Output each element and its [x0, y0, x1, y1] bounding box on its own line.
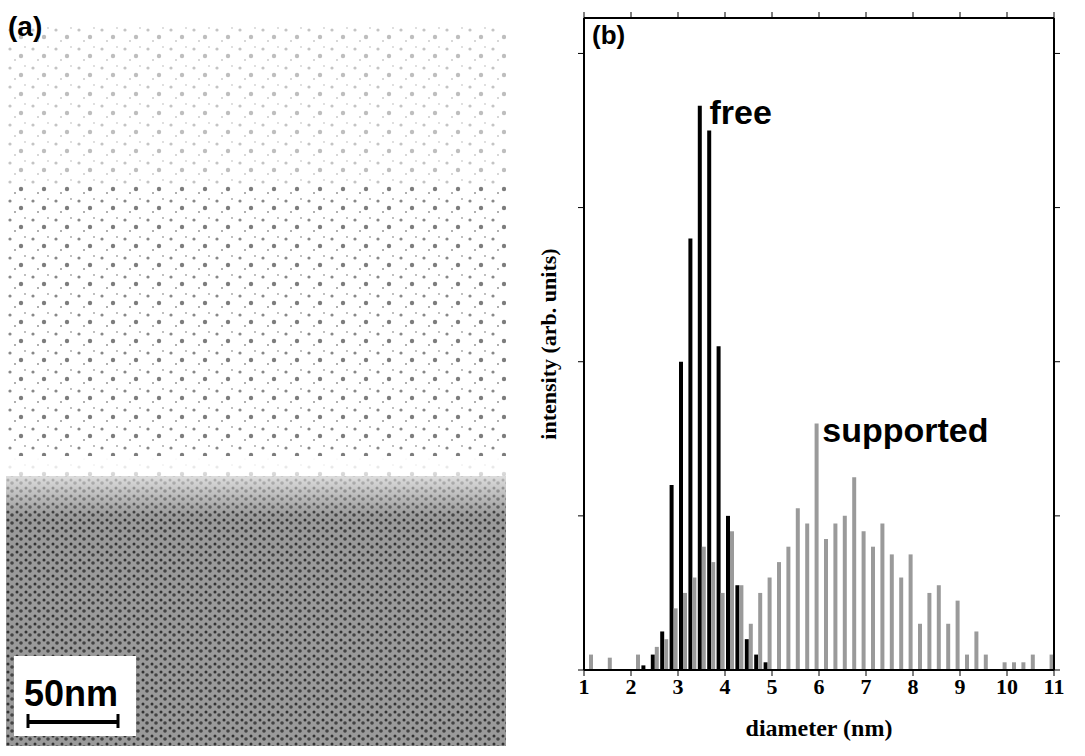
svg-text:9: 9 [955, 674, 966, 699]
svg-text:diameter (nm): diameter (nm) [746, 715, 893, 741]
svg-text:11: 11 [1044, 674, 1065, 699]
svg-text:intensity (arb. units): intensity (arb. units) [536, 248, 561, 439]
svg-text:(a): (a) [8, 11, 42, 42]
svg-text:2: 2 [626, 674, 637, 699]
html-text:(b): (b) [592, 20, 626, 50]
svg-text:supported: supported [822, 411, 988, 449]
svg-text:10: 10 [996, 674, 1018, 699]
svg-text:50nm: 50nm [24, 673, 118, 714]
svg-text:5: 5 [767, 674, 778, 699]
svg-text:6: 6 [814, 674, 825, 699]
svg-text:7: 7 [861, 674, 872, 699]
svg-text:1: 1 [579, 674, 590, 699]
svg-text:8: 8 [908, 674, 919, 699]
svg-text:free: free [710, 93, 772, 131]
svg-text:3: 3 [673, 674, 684, 699]
svg-text:4: 4 [720, 674, 731, 699]
